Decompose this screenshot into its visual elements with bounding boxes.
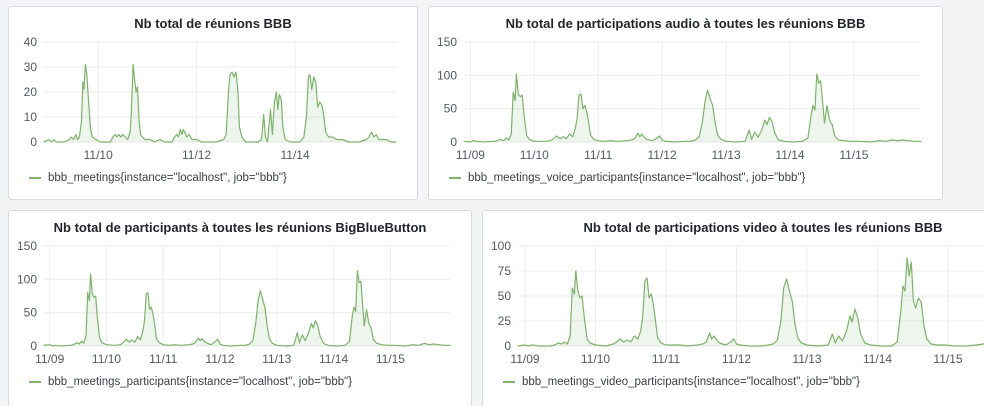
svg-text:11/09: 11/09 [456, 148, 485, 162]
svg-text:100: 100 [491, 239, 511, 253]
legend-label: bbb_meetings_participants{instance="loca… [48, 376, 353, 388]
svg-text:11/11: 11/11 [149, 352, 178, 366]
panel-video-participations: Nb total de participations video à toute… [482, 210, 984, 406]
time-series-chart[interactable]: 0 50 100 150 11/09 11/10 11/11 11/12 11/13 11/14 1… [430, 34, 941, 168]
series-line-icon [449, 177, 461, 179]
time-series-chart[interactable]: 0 50 100 150 11/09 11/10 11/11 11/12 11/13 11/14 1… [10, 238, 470, 372]
svg-text:11/11: 11/11 [584, 148, 613, 162]
svg-text:11/10: 11/10 [581, 352, 610, 366]
svg-text:0: 0 [504, 339, 511, 353]
panel-participants-total: Nb total de participants à toutes les ré… [8, 210, 472, 406]
svg-text:11/13: 11/13 [712, 148, 741, 162]
svg-text:11/12: 11/12 [205, 352, 234, 366]
svg-text:10: 10 [24, 110, 38, 124]
legend-item[interactable]: bbb_meetings{instance="localhost", job="… [29, 172, 417, 184]
svg-text:11/15: 11/15 [933, 352, 962, 366]
svg-text:11/13: 11/13 [262, 352, 291, 366]
legend-label: bbb_meetings_video_participants{instance… [522, 376, 860, 388]
svg-text:50: 50 [498, 289, 512, 303]
panel-title[interactable]: Nb total de participations video à toute… [583, 220, 943, 235]
svg-text:40: 40 [24, 35, 38, 49]
panel-title[interactable]: Nb total de réunions BBB [134, 16, 292, 31]
svg-text:150: 150 [17, 239, 37, 253]
svg-text:11/14: 11/14 [863, 352, 892, 366]
svg-text:50: 50 [24, 306, 38, 320]
svg-text:11/14: 11/14 [319, 352, 348, 366]
svg-text:150: 150 [437, 35, 457, 49]
svg-text:30: 30 [24, 60, 38, 74]
svg-text:0: 0 [30, 135, 37, 149]
svg-text:11/12: 11/12 [182, 148, 211, 162]
panel-title[interactable]: Nb total de participants à toutes les ré… [53, 220, 427, 235]
svg-text:11/11: 11/11 [652, 352, 681, 366]
svg-text:11/13: 11/13 [792, 352, 821, 366]
svg-text:11/09: 11/09 [35, 352, 64, 366]
svg-text:50: 50 [444, 102, 458, 116]
svg-text:11/15: 11/15 [376, 352, 405, 366]
series-line-icon [29, 381, 41, 383]
svg-text:25: 25 [498, 314, 512, 328]
svg-text:11/10: 11/10 [520, 148, 549, 162]
svg-text:11/14: 11/14 [775, 148, 804, 162]
svg-text:11/14: 11/14 [281, 148, 310, 162]
svg-text:20: 20 [24, 85, 38, 99]
svg-text:11/10: 11/10 [92, 352, 121, 366]
svg-text:11/12: 11/12 [648, 148, 677, 162]
svg-text:0: 0 [450, 135, 457, 149]
svg-text:0: 0 [30, 339, 37, 353]
series-line-icon [29, 177, 41, 179]
series-line-icon [503, 381, 515, 383]
legend-item[interactable]: bbb_meetings_video_participants{instance… [503, 376, 984, 388]
svg-text:11/10: 11/10 [84, 148, 113, 162]
svg-text:11/09: 11/09 [510, 352, 539, 366]
svg-text:75: 75 [498, 264, 512, 278]
svg-text:100: 100 [17, 272, 37, 286]
time-series-chart[interactable]: 0 25 50 75 100 11/09 11/10 11/11 11/12 11/13 11/14… [484, 238, 984, 372]
legend-item[interactable]: bbb_meetings_participants{instance="loca… [29, 376, 471, 388]
panel-title[interactable]: Nb total de participations audio à toute… [505, 16, 866, 31]
svg-text:100: 100 [437, 68, 457, 82]
svg-text:11/15: 11/15 [839, 148, 868, 162]
svg-text:11/12: 11/12 [722, 352, 751, 366]
legend-label: bbb_meetings_voice_participants{instance… [468, 172, 806, 184]
time-series-chart[interactable]: 0 10 20 30 40 11/10 11/12 11/14 [10, 34, 416, 168]
legend-label: bbb_meetings{instance="localhost", job="… [48, 172, 287, 184]
panel-meetings-total: Nb total de réunions BBB 0 10 20 30 40 11/10 1… [8, 6, 418, 200]
legend-item[interactable]: bbb_meetings_voice_participants{instance… [449, 172, 942, 184]
panel-audio-participations: Nb total de participations audio à toute… [428, 6, 943, 200]
